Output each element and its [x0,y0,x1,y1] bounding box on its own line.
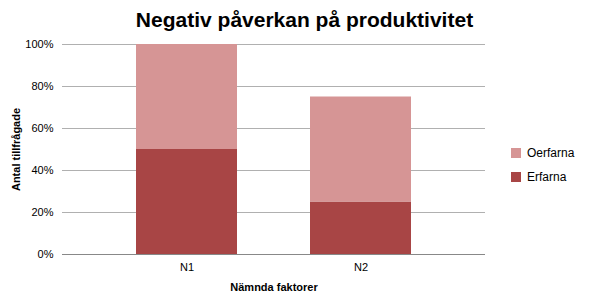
svg-text:20%: 20% [31,206,53,218]
svg-text:60%: 60% [31,122,53,134]
svg-text:Antal tillfrågade: Antal tillfrågade [10,108,22,191]
svg-text:Nämnda faktorer: Nämnda faktorer [230,281,318,293]
html-text:Erfarna: Erfarna [527,170,567,184]
svg-text:100%: 100% [25,38,53,50]
html-text:Negativ påverkan på produktivi: Negativ påverkan på produktivitet [135,8,474,31]
html-text:Oerfarna: Oerfarna [527,146,575,160]
svg-text:80%: 80% [31,80,53,92]
svg-text:40%: 40% [31,164,53,176]
svg-text:N2: N2 [354,261,368,273]
svg-text:0%: 0% [38,248,54,260]
svg-text:N1: N1 [180,261,194,273]
